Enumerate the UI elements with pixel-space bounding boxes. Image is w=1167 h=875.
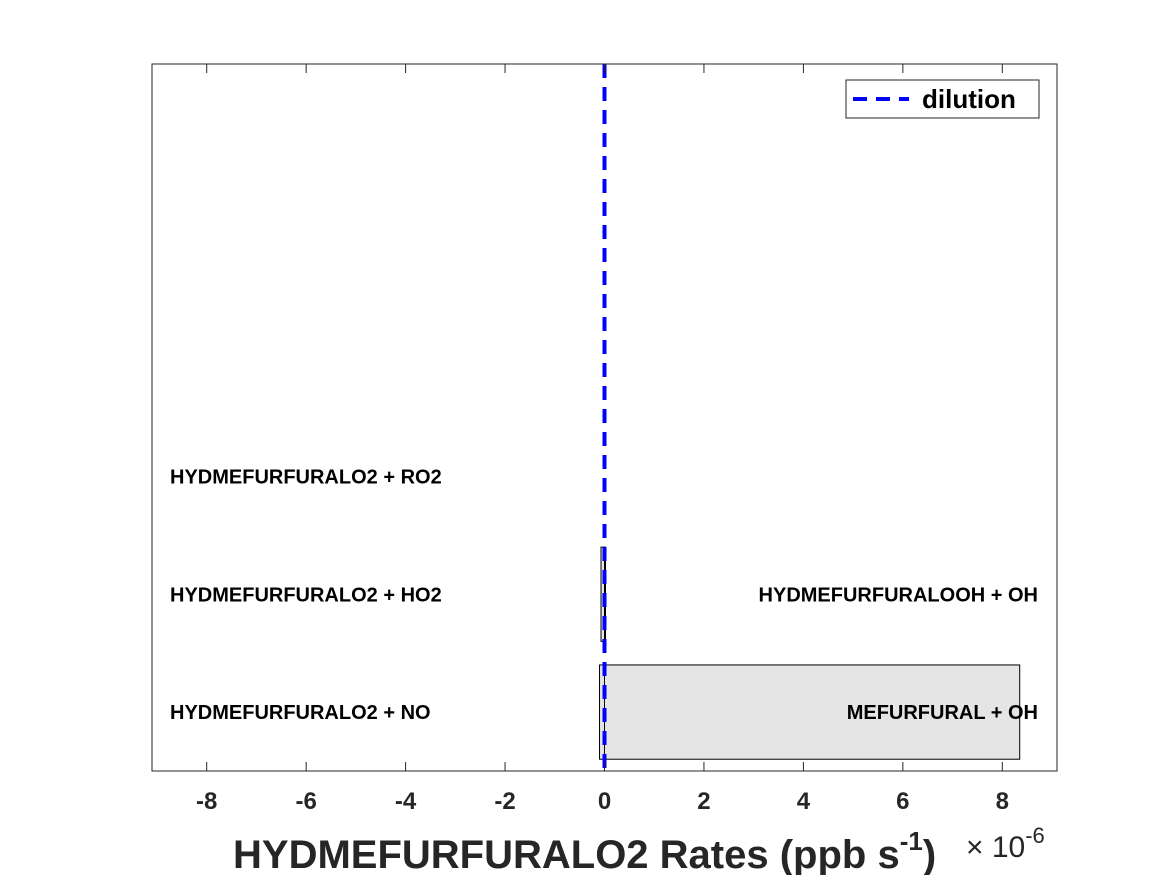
production-reaction-label: MEFURFURAL + OH: [847, 702, 1038, 724]
x-tick-label: 2: [697, 788, 710, 815]
x-tick-label: -6: [295, 788, 316, 815]
loss-reaction-label: HYDMEFURFURALO2 + NO: [170, 702, 431, 724]
x-axis-label: HYDMEFURFURALO2 Rates (ppb s-1): [233, 826, 936, 875]
x-axis-label-main: HYDMEFURFURALO2 Rates (ppb s: [233, 833, 900, 875]
bars-layer: [599, 546, 1021, 760]
x-axis-multiplier: × 10-6: [966, 823, 1045, 864]
x-ticks: -8 -6 -4 -2 0 2 4 6 8: [196, 64, 1009, 815]
loss-reaction-label: HYDMEFURFURALO2 + RO2: [170, 466, 442, 488]
production-reaction-label: HYDMEFURFURALOOH + OH: [759, 584, 1038, 606]
x-axis-label-superscript: -1: [900, 826, 923, 856]
x-axis-multiplier-base: × 10: [966, 831, 1025, 864]
x-axis-label-close: ): [923, 833, 936, 875]
production-bar: [604, 664, 1021, 760]
x-tick-label: 4: [797, 788, 811, 815]
x-tick-label: 6: [896, 788, 909, 815]
x-tick-label: -2: [494, 788, 515, 815]
x-tick-label: 0: [598, 788, 611, 815]
x-tick-label: 8: [996, 788, 1009, 815]
x-tick-label: -4: [395, 788, 417, 815]
legend-dilution-label: dilution: [922, 84, 1016, 114]
loss-reaction-label: HYDMEFURFURALO2 + HO2: [170, 584, 442, 606]
legend: dilution: [845, 79, 1040, 119]
reaction-labels: HYDMEFURFURALO2 + NO MEFURFURAL + OH HYDME…: [170, 466, 1038, 724]
x-axis-multiplier-exponent: -6: [1025, 823, 1045, 848]
x-tick-label: -8: [196, 788, 217, 815]
